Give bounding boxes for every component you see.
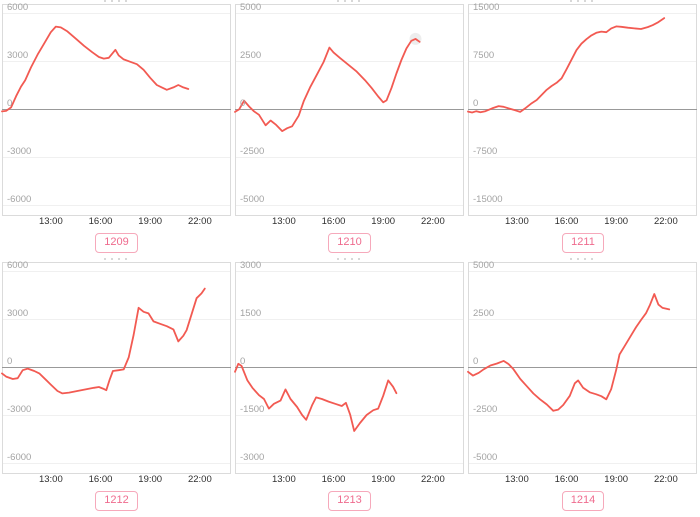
y-axis-label: 3000 [7, 308, 28, 319]
y-axis-label: 1500 [240, 308, 261, 319]
y-axis-label: -5000 [240, 194, 264, 205]
x-axis-label: 22:00 [654, 474, 678, 485]
chart-title-clipped [466, 0, 700, 2]
y-axis-label: -6000 [7, 194, 31, 205]
badge-row: 1212 [0, 486, 233, 516]
x-axis-label: 13:00 [39, 216, 63, 227]
y-axis-label: -3000 [240, 452, 264, 463]
y-axis-label: 0 [7, 356, 12, 367]
chart-cell-1209: 6000 3000 0 -3000 -6000 13:00 16:00 19:00 22:00 [0, 0, 233, 228]
chart-cell-1210: 5000 2500 0 -2500 -5000 13:00 16:00 19:00 22:00 [233, 0, 466, 228]
badge-row: 1210 [233, 228, 466, 258]
chart-title-clipped [466, 258, 700, 260]
y-axis-label: -5000 [473, 452, 497, 463]
x-axis-label: 19:00 [138, 474, 162, 485]
series-line [234, 38, 421, 133]
chart-cell-1213: 3000 1500 0 -1500 -3000 13:00 16:00 19:00 22:00 [233, 258, 466, 486]
line-chart-1210: 5000 2500 0 -2500 -5000 13:00 16:00 19:00 22:00 [234, 2, 464, 227]
y-axis-label: 0 [473, 98, 478, 109]
x-axis-label: 19:00 [138, 216, 162, 227]
series-line [467, 293, 671, 412]
series-line [1, 287, 206, 395]
x-axis-label: 22:00 [654, 216, 678, 227]
chart-id-badge-1213[interactable]: 1213 [328, 491, 371, 511]
x-axis-label: 16:00 [555, 216, 579, 227]
y-axis-label: 7500 [473, 50, 494, 61]
badge-row: 1214 [466, 486, 700, 516]
x-axis-label: 22:00 [188, 474, 212, 485]
x-axis-label: 13:00 [505, 216, 529, 227]
badge-row: 1213 [233, 486, 466, 516]
chart-id-badge-1210[interactable]: 1210 [328, 233, 371, 253]
chart-title-clipped [0, 258, 233, 260]
x-axis-label: 16:00 [89, 216, 113, 227]
x-axis-label: 19:00 [371, 216, 395, 227]
line-chart-1213: 3000 1500 0 -1500 -3000 13:00 16:00 19:00 22:00 [234, 260, 464, 485]
x-axis-label: 22:00 [421, 474, 445, 485]
y-axis-label: -1500 [240, 404, 264, 415]
chart-title-clipped [233, 0, 466, 2]
chart-cell-1212: 6000 3000 0 -3000 -6000 13:00 16:00 19:00 22:00 [0, 258, 233, 486]
y-axis-label: 3000 [7, 50, 28, 61]
y-axis-label: -15000 [473, 194, 503, 205]
badge-row: 1211 [466, 228, 700, 258]
y-axis-label: 3000 [240, 260, 261, 271]
y-axis-label: 0 [240, 356, 245, 367]
x-axis-label: 16:00 [89, 474, 113, 485]
y-axis-label: -2500 [473, 404, 497, 415]
y-axis-label: -3000 [7, 404, 31, 415]
y-axis-label: -2500 [240, 146, 264, 157]
x-axis-label: 13:00 [272, 216, 296, 227]
x-axis-label: 13:00 [39, 474, 63, 485]
x-axis-label: 16:00 [322, 474, 346, 485]
y-axis-label: 2500 [240, 50, 261, 61]
x-axis-label: 16:00 [322, 216, 346, 227]
y-axis-label: 0 [473, 356, 478, 367]
x-axis-label: 13:00 [505, 474, 529, 485]
chart-id-badge-1209[interactable]: 1209 [95, 233, 138, 253]
chart-cell-1214: 5000 2500 0 -2500 -5000 13:00 16:00 19:00 22:00 [466, 258, 700, 486]
series-line [234, 362, 398, 432]
y-axis-label: 5000 [240, 2, 261, 13]
line-chart-1214: 5000 2500 0 -2500 -5000 13:00 16:00 19:00 22:00 [467, 260, 697, 485]
y-axis-label: 6000 [7, 2, 28, 13]
badge-row: 1209 [0, 228, 233, 258]
chart-cell-1211: 15000 7500 0 -7500 -15000 13:00 16:00 19:00 22:0… [466, 0, 700, 228]
chart-title-clipped [233, 258, 466, 260]
chart-id-badge-1212[interactable]: 1212 [95, 491, 138, 511]
y-axis-label: 15000 [473, 2, 499, 13]
chart-id-badge-1211[interactable]: 1211 [562, 233, 604, 253]
series-line [467, 17, 666, 114]
x-axis-label: 13:00 [272, 474, 296, 485]
x-axis-label: 22:00 [421, 216, 445, 227]
x-axis-label: 19:00 [604, 474, 628, 485]
y-axis-label: -6000 [7, 452, 31, 463]
x-axis-label: 22:00 [188, 216, 212, 227]
y-axis-label: 6000 [7, 260, 28, 271]
chart-id-badge-1214[interactable]: 1214 [561, 491, 605, 511]
series-line [1, 25, 190, 113]
x-axis-label: 19:00 [371, 474, 395, 485]
x-axis-label: 19:00 [604, 216, 628, 227]
x-axis-label: 16:00 [555, 474, 579, 485]
y-axis-label: 2500 [473, 308, 494, 319]
line-chart-1209: 6000 3000 0 -3000 -6000 13:00 16:00 19:00 22:00 [1, 2, 231, 227]
y-axis-label: 0 [7, 98, 12, 109]
chart-title-clipped [0, 0, 233, 2]
y-axis-label: 0 [240, 98, 245, 109]
y-axis-label: -7500 [473, 146, 497, 157]
y-axis-label: 5000 [473, 260, 494, 271]
line-chart-1212: 6000 3000 0 -3000 -6000 13:00 16:00 19:00 22:00 [1, 260, 231, 485]
y-axis-label: -3000 [7, 146, 31, 157]
